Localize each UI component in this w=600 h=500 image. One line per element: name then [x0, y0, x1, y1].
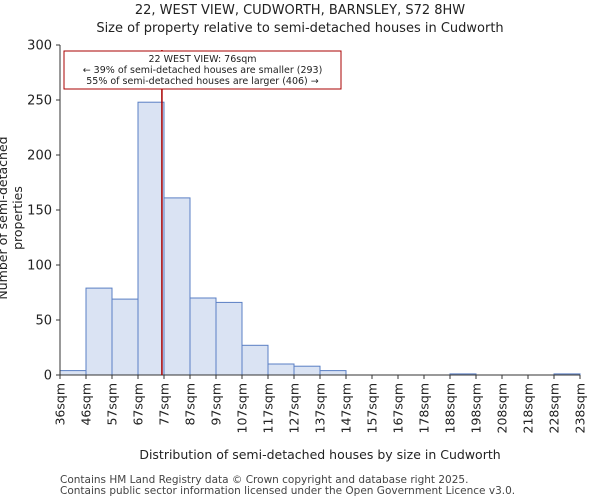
y-tick-label: 50	[35, 314, 52, 329]
y-tick-label: 0	[44, 369, 52, 384]
footer-line-2: Contains public sector information licen…	[60, 485, 516, 497]
x-tick-label: 147sqm	[339, 383, 354, 433]
x-tick-label: 228sqm	[547, 383, 562, 433]
y-tick-label: 100	[27, 259, 52, 274]
annotation-line-1: 22 WEST VIEW: 76sqm	[148, 54, 256, 65]
x-tick-label: 67sqm	[131, 383, 146, 426]
y-tick-label: 300	[27, 39, 52, 54]
bar	[215, 301, 243, 376]
chart-title: 22, WEST VIEW, CUDWORTH, BARNSLEY, S72 8…	[134, 3, 466, 18]
x-axis-label: Distribution of semi-detached houses by …	[139, 447, 501, 462]
y-tick-label: 150	[27, 204, 52, 219]
bar	[319, 370, 347, 376]
x-tick-label: 97sqm	[209, 383, 224, 426]
bar	[163, 197, 191, 376]
x-tick-label: 87sqm	[183, 383, 198, 426]
bar	[267, 363, 295, 376]
bar	[111, 298, 139, 376]
bar	[85, 287, 113, 376]
annotation-box	[63, 50, 342, 90]
y-tick-label: 250	[27, 94, 52, 109]
x-tick-label: 36sqm	[53, 383, 68, 426]
bar	[59, 370, 87, 376]
x-tick-label: 188sqm	[443, 383, 458, 433]
x-tick-label: 167sqm	[391, 383, 406, 433]
x-tick-label: 77sqm	[157, 383, 172, 426]
x-tick-label: 127sqm	[287, 383, 302, 433]
y-tick-label: 200	[27, 149, 52, 164]
x-tick-label: 46sqm	[79, 383, 94, 426]
bar	[241, 344, 269, 376]
bar	[189, 297, 217, 376]
x-tick-label: 208sqm	[495, 383, 510, 433]
x-tick-label: 157sqm	[365, 383, 380, 433]
footer-line-1: Contains HM Land Registry data © Crown c…	[60, 474, 469, 486]
x-tick-label: 57sqm	[105, 383, 120, 426]
x-tick-label: 137sqm	[313, 383, 328, 433]
x-tick-label: 117sqm	[261, 383, 276, 433]
chart-subtitle: Size of property relative to semi-detach…	[96, 21, 504, 36]
bar	[293, 365, 321, 376]
x-tick-label: 107sqm	[235, 383, 250, 433]
x-tick-label: 178sqm	[417, 383, 432, 433]
bar	[137, 101, 165, 376]
annotation-line-3: 55% of semi-detached houses are larger (…	[86, 76, 319, 87]
x-tick-label: 218sqm	[521, 383, 536, 433]
annotation-line-2: ← 39% of semi-detached houses are smalle…	[83, 65, 323, 76]
y-axis-label: Number of semi-detached properties	[0, 136, 25, 300]
x-tick-label: 238sqm	[573, 383, 588, 433]
x-tick-label: 198sqm	[469, 383, 484, 433]
